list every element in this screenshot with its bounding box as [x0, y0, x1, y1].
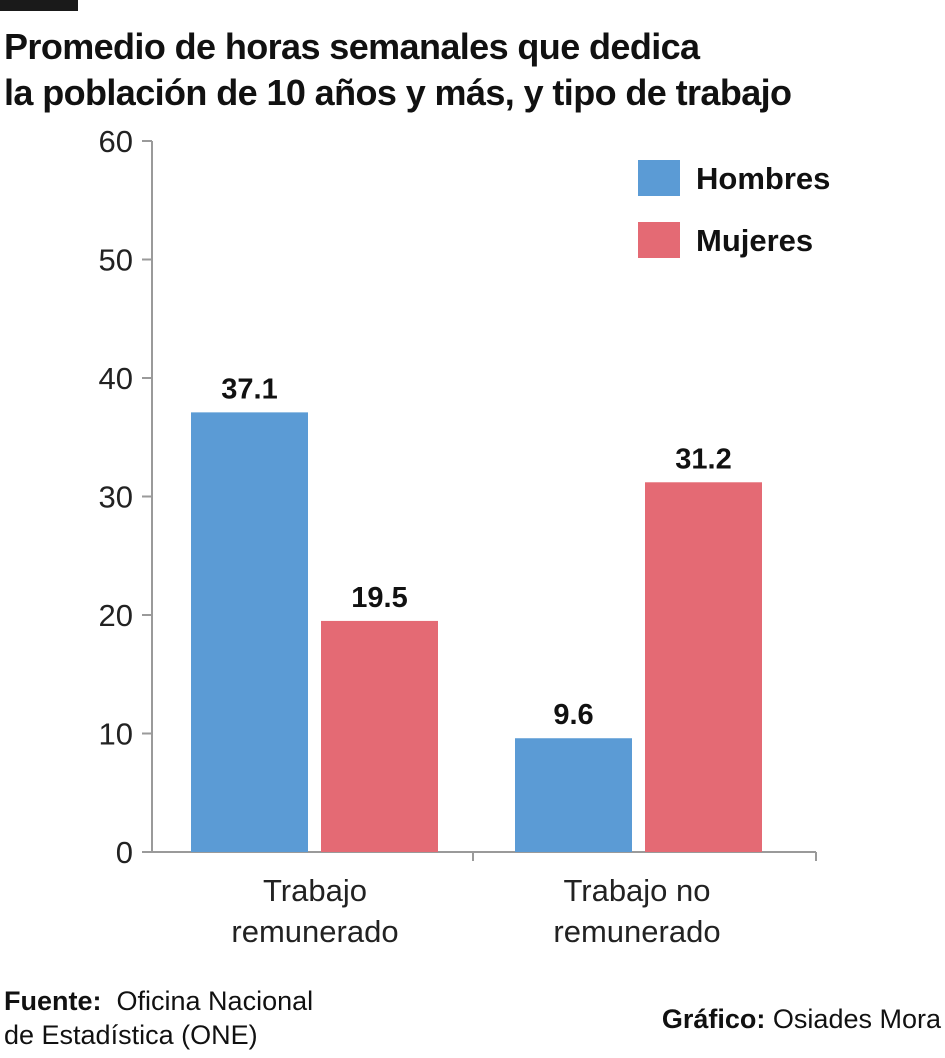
y-tick-label: 50	[99, 243, 133, 278]
y-tick-label: 20	[99, 598, 133, 633]
legend-swatch-mujeres	[638, 222, 680, 258]
y-tick-label: 0	[116, 835, 133, 870]
legend-label-hombres: Hombres	[696, 161, 830, 196]
legend-swatch-hombres	[638, 160, 680, 196]
source-line-1: Oficina Nacional	[116, 986, 314, 1016]
bar-hombres	[515, 738, 632, 852]
x-category-label: remunerado	[553, 914, 720, 949]
x-category-label: Trabajo	[263, 873, 367, 908]
data-label: 37.1	[221, 373, 277, 405]
credit-name: Osiades Mora	[772, 1004, 941, 1034]
x-category-label: Trabajo no	[563, 873, 710, 908]
bar-mujeres	[645, 482, 762, 852]
credit-label: Gráfico:	[661, 1004, 766, 1034]
bar-hombres	[191, 412, 308, 852]
credit-note: Gráfico: Osiades Mora	[662, 1002, 941, 1036]
top-rule	[0, 0, 78, 11]
source-label: Fuente:	[4, 986, 102, 1016]
legend-label-mujeres: Mujeres	[696, 223, 813, 258]
y-tick-label: 30	[99, 480, 133, 515]
source-line-2: de Estadística (ONE)	[4, 1020, 258, 1050]
data-label: 19.5	[351, 582, 407, 614]
y-tick-label: 10	[99, 717, 133, 752]
chart-title: Promedio de horas semanales que dedica l…	[4, 24, 934, 116]
y-tick-label: 40	[99, 361, 133, 396]
data-label: 31.2	[675, 443, 731, 475]
y-tick-label: 60	[99, 124, 133, 159]
source-note: Fuente: Oficina Nacional de Estadística …	[4, 984, 313, 1052]
chart-title-line-2: la población de 10 años y más, y tipo de…	[4, 72, 792, 113]
data-label: 9.6	[553, 699, 593, 731]
x-category-label: remunerado	[231, 914, 398, 949]
bar-mujeres	[321, 620, 438, 852]
chart-title-line-1: Promedio de horas semanales que dedica	[4, 26, 700, 67]
